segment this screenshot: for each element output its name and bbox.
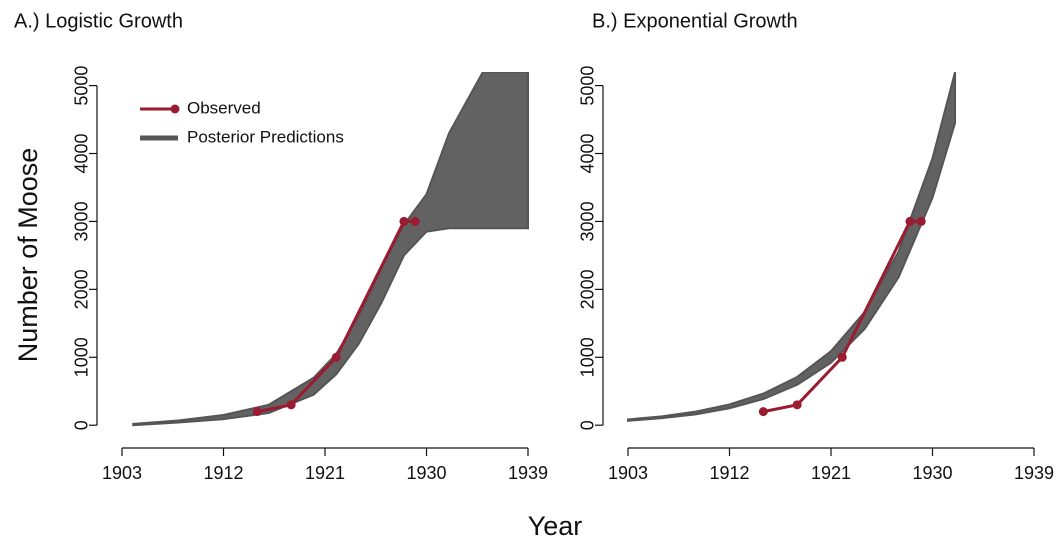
x-tick-label: 1939 (508, 463, 548, 483)
observed-point (410, 216, 420, 226)
x-tick-label: 1903 (608, 463, 648, 483)
x-tick-label: 1912 (709, 463, 749, 483)
observed-point (792, 400, 802, 410)
y-tick-label: 3000 (578, 201, 598, 241)
y-tick-label: 1000 (72, 337, 92, 377)
panel-title: B.) Exponential Growth (592, 10, 798, 32)
observed-point (916, 216, 926, 226)
observed-point (837, 352, 847, 362)
y-tick-label: 2000 (578, 269, 598, 309)
observed-point (758, 407, 768, 417)
posterior-band (627, 72, 957, 422)
observed-point (331, 352, 341, 362)
x-tick-label: 1930 (912, 463, 952, 483)
x-tick-label: 1939 (1014, 463, 1054, 483)
posterior-band (132, 72, 529, 427)
y-tick-label: 4000 (72, 133, 92, 173)
y-axis-label: Number of Moose (13, 148, 43, 363)
panel-title: A.) Logistic Growth (14, 10, 183, 32)
y-tick-label: 5000 (578, 66, 598, 106)
y-tick-label: 0 (578, 420, 598, 430)
y-tick-label: 0 (72, 420, 92, 430)
y-tick-label: 2000 (72, 269, 92, 309)
legend-label: Observed (187, 98, 261, 117)
legend-marker (170, 104, 180, 114)
x-tick-label: 1912 (203, 463, 243, 483)
observed-point (286, 400, 296, 410)
x-tick-label: 1930 (406, 463, 446, 483)
observed-point (252, 407, 262, 417)
x-tick-label: 1921 (305, 463, 345, 483)
y-tick-label: 5000 (72, 66, 92, 106)
x-tick-label: 1921 (811, 463, 851, 483)
x-axis-label: Year (528, 511, 583, 541)
legend-label: Posterior Predictions (187, 127, 344, 146)
y-tick-label: 1000 (578, 337, 598, 377)
y-tick-label: 4000 (578, 133, 598, 173)
x-tick-label: 1903 (102, 463, 142, 483)
observed-point (399, 216, 409, 226)
observed-point (905, 216, 915, 226)
y-tick-label: 3000 (72, 201, 92, 241)
